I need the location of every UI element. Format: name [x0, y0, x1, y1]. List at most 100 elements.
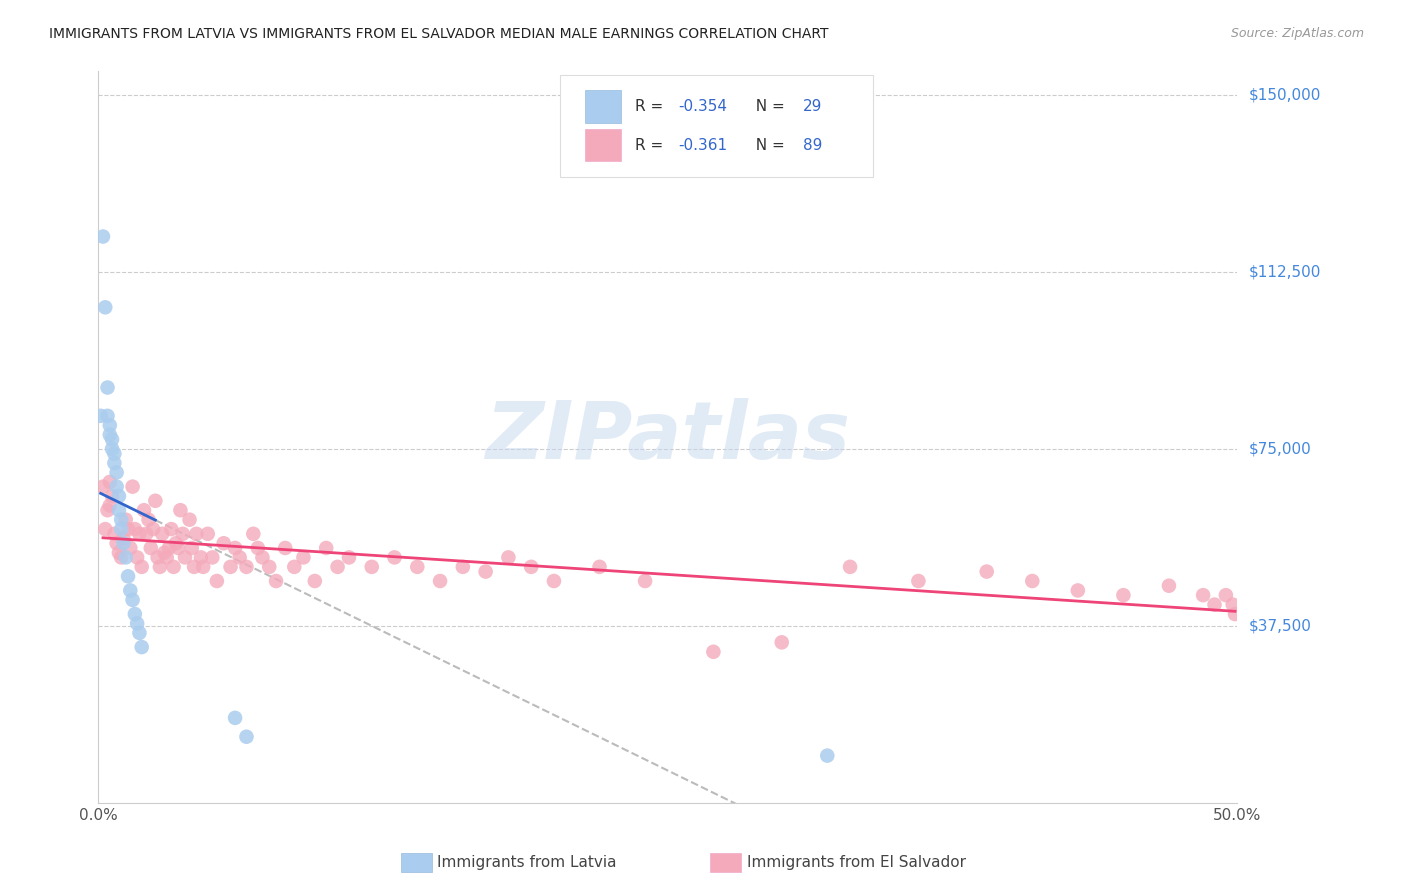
Point — [315, 541, 337, 555]
Point — [1112, 588, 1135, 602]
Point — [1157, 579, 1180, 593]
Point — [127, 550, 149, 565]
Point — [131, 640, 153, 654]
Point — [98, 418, 121, 433]
Text: R =: R = — [636, 99, 668, 114]
Point — [103, 447, 125, 461]
Point — [114, 513, 136, 527]
Point — [201, 550, 224, 565]
Point — [190, 550, 212, 565]
Point — [283, 559, 305, 574]
Bar — [585, 90, 621, 122]
Point — [839, 559, 862, 574]
Point — [94, 522, 117, 536]
Point — [138, 513, 160, 527]
Point — [96, 380, 118, 394]
Point — [112, 532, 135, 546]
Point — [112, 536, 135, 550]
Point — [235, 730, 257, 744]
Point — [179, 513, 201, 527]
Text: $37,500: $37,500 — [1249, 618, 1312, 633]
Point — [174, 550, 197, 565]
Point — [157, 541, 180, 555]
Point — [120, 541, 142, 555]
Point — [117, 522, 139, 536]
Point — [197, 526, 219, 541]
Point — [96, 503, 118, 517]
Point — [292, 550, 315, 565]
Point — [135, 526, 157, 541]
Point — [474, 565, 496, 579]
Text: Immigrants from Latvia: Immigrants from Latvia — [437, 855, 617, 870]
Point — [246, 541, 269, 555]
Point — [121, 593, 143, 607]
Point — [101, 433, 124, 447]
Bar — [585, 129, 621, 161]
Text: 89: 89 — [803, 137, 823, 153]
Text: $150,000: $150,000 — [1249, 87, 1320, 103]
Point — [105, 466, 128, 480]
Point — [108, 546, 131, 560]
Point — [235, 559, 257, 574]
Point — [90, 409, 112, 423]
Point — [167, 541, 190, 555]
Point — [120, 583, 142, 598]
Point — [91, 229, 114, 244]
Point — [128, 526, 150, 541]
Point — [183, 559, 205, 574]
Point — [274, 541, 297, 555]
Point — [105, 480, 128, 494]
Text: R =: R = — [636, 137, 668, 153]
Point — [770, 635, 793, 649]
Point — [101, 489, 124, 503]
Point — [114, 550, 136, 565]
Point — [145, 493, 167, 508]
Point — [146, 550, 169, 565]
Point — [252, 550, 274, 565]
Point — [1021, 574, 1043, 588]
Point — [337, 550, 360, 565]
Text: -0.354: -0.354 — [678, 99, 727, 114]
Point — [110, 513, 132, 527]
Point — [186, 526, 208, 541]
Point — [429, 574, 451, 588]
Point — [1204, 598, 1226, 612]
Point — [360, 559, 382, 574]
Point — [165, 536, 187, 550]
Point — [588, 559, 610, 574]
Text: N =: N = — [747, 137, 790, 153]
Point — [139, 541, 162, 555]
Point — [149, 559, 172, 574]
Point — [150, 526, 173, 541]
Point — [117, 569, 139, 583]
FancyBboxPatch shape — [560, 75, 873, 178]
Point — [228, 550, 250, 565]
Point — [498, 550, 520, 565]
Point — [205, 574, 228, 588]
Point — [224, 541, 246, 555]
Point — [451, 559, 474, 574]
Text: ZIPatlas: ZIPatlas — [485, 398, 851, 476]
Point — [156, 550, 179, 565]
Point — [124, 522, 146, 536]
Point — [520, 559, 543, 574]
Point — [907, 574, 929, 588]
Point — [219, 559, 242, 574]
Point — [103, 526, 125, 541]
Point — [132, 503, 155, 517]
Point — [702, 645, 724, 659]
Text: $75,000: $75,000 — [1249, 442, 1312, 457]
Point — [110, 550, 132, 565]
Point — [264, 574, 287, 588]
Point — [976, 565, 998, 579]
Point — [634, 574, 657, 588]
Point — [153, 546, 176, 560]
Point — [259, 559, 281, 574]
Point — [105, 536, 128, 550]
Text: N =: N = — [747, 99, 790, 114]
Text: Source: ZipAtlas.com: Source: ZipAtlas.com — [1230, 27, 1364, 40]
Point — [172, 526, 194, 541]
Point — [242, 526, 264, 541]
Point — [224, 711, 246, 725]
Point — [162, 559, 184, 574]
